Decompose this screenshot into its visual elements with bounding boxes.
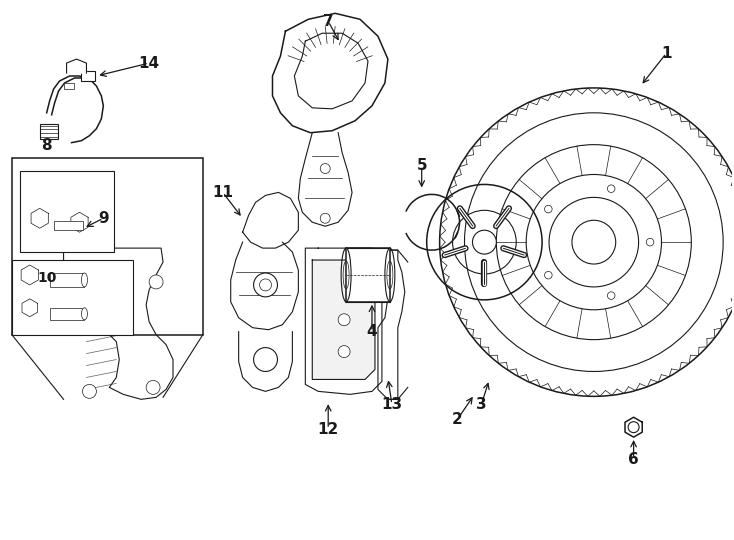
Circle shape: [320, 164, 330, 173]
Polygon shape: [71, 212, 88, 232]
Circle shape: [320, 213, 330, 223]
Circle shape: [73, 261, 87, 275]
Text: 5: 5: [416, 158, 427, 173]
Text: 9: 9: [98, 211, 109, 226]
Circle shape: [545, 272, 552, 279]
Ellipse shape: [81, 273, 87, 287]
Circle shape: [646, 238, 654, 246]
Bar: [40, 124, 57, 139]
Text: 1: 1: [661, 45, 672, 60]
Polygon shape: [21, 265, 38, 285]
Polygon shape: [22, 299, 37, 317]
Polygon shape: [305, 248, 382, 394]
Polygon shape: [64, 248, 173, 400]
Polygon shape: [31, 208, 48, 228]
Circle shape: [473, 230, 496, 254]
Polygon shape: [298, 133, 352, 226]
Bar: [20, 171, 115, 252]
Bar: [12, 260, 133, 335]
Circle shape: [253, 348, 277, 372]
Circle shape: [338, 346, 350, 357]
Circle shape: [92, 287, 127, 323]
Ellipse shape: [81, 308, 87, 320]
Polygon shape: [378, 250, 405, 400]
Circle shape: [146, 380, 160, 394]
Polygon shape: [67, 59, 87, 73]
Polygon shape: [272, 14, 388, 133]
Bar: [12, 158, 203, 335]
Polygon shape: [243, 192, 298, 248]
Bar: [50, 308, 84, 320]
Circle shape: [253, 273, 277, 297]
Circle shape: [338, 314, 350, 326]
Text: 4: 4: [367, 324, 377, 339]
Polygon shape: [230, 242, 298, 330]
Text: 8: 8: [41, 138, 52, 153]
Circle shape: [572, 220, 616, 264]
Bar: [81, 71, 95, 81]
Circle shape: [608, 185, 615, 192]
Text: 12: 12: [318, 422, 339, 437]
Circle shape: [545, 205, 552, 213]
Circle shape: [82, 384, 96, 399]
Circle shape: [608, 292, 615, 299]
Polygon shape: [312, 260, 375, 380]
Polygon shape: [294, 33, 368, 109]
Text: 14: 14: [139, 56, 160, 71]
Bar: [50, 273, 84, 287]
Bar: [54, 221, 84, 230]
Circle shape: [149, 275, 163, 289]
Text: 7: 7: [323, 14, 333, 29]
Bar: [346, 248, 390, 302]
Circle shape: [99, 295, 120, 315]
Text: 13: 13: [381, 397, 402, 412]
Text: 10: 10: [37, 271, 57, 285]
Text: 2: 2: [452, 411, 463, 427]
Text: 11: 11: [212, 185, 233, 200]
Text: 3: 3: [476, 397, 487, 412]
Bar: [64, 83, 73, 89]
Polygon shape: [239, 332, 292, 392]
Text: 6: 6: [628, 451, 639, 467]
